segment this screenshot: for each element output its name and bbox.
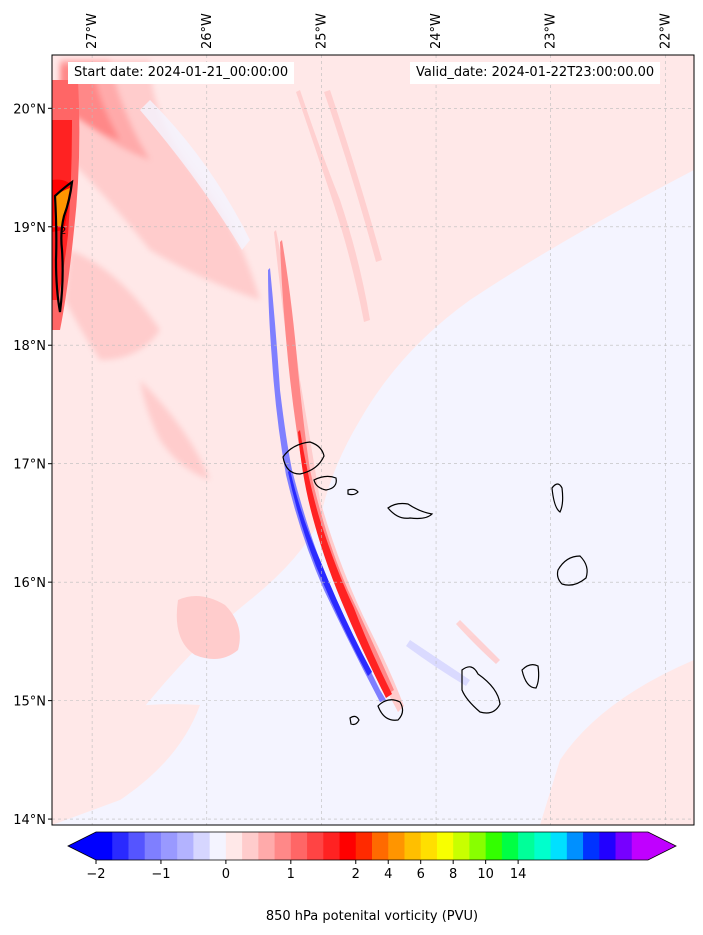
colorbar-tick-label: 10 bbox=[477, 867, 494, 882]
colorbar-segment bbox=[583, 832, 600, 860]
colorbar-segment bbox=[274, 832, 292, 860]
y-tick-label: 15°N bbox=[13, 695, 46, 710]
colorbar-segment bbox=[599, 832, 617, 860]
map-area: 2 bbox=[52, 55, 694, 825]
island-santiago bbox=[461, 666, 501, 714]
colorbar-segment bbox=[355, 832, 373, 860]
start-date-annotation: Start date: 2024-01-21_00:00:00 bbox=[68, 62, 295, 84]
colorbar-segment bbox=[501, 832, 519, 860]
island-santo-antao bbox=[282, 441, 325, 475]
map-frame bbox=[51, 54, 695, 826]
x-tick-label: 23°W bbox=[544, 13, 559, 49]
colorbar-segment bbox=[193, 832, 211, 860]
island-maio bbox=[521, 664, 540, 689]
colorbar-segment bbox=[258, 832, 276, 860]
colorbar-over-triangle bbox=[648, 832, 676, 860]
gridlines bbox=[52, 55, 694, 825]
colorbar-label: 850 hPa potenital vorticity (PVU) bbox=[266, 909, 478, 924]
y-tick-label: 14°N bbox=[13, 813, 46, 828]
colorbar-segment bbox=[388, 832, 405, 860]
island-fogo bbox=[377, 699, 404, 721]
pv-2-contour bbox=[53, 179, 74, 313]
colorbar-tick-label: 2 bbox=[352, 867, 360, 882]
x-tick-label: 27°W bbox=[85, 13, 100, 49]
colorbar-segment bbox=[160, 832, 178, 860]
x-tick-label: 24°W bbox=[429, 13, 444, 49]
colorbar-segment bbox=[469, 832, 487, 860]
colorbar-segment bbox=[339, 832, 357, 860]
colorbar-segment bbox=[307, 832, 324, 860]
coastlines bbox=[282, 441, 588, 726]
y-tick-label: 18°N bbox=[13, 339, 46, 354]
colorbar-segment bbox=[404, 832, 422, 860]
island-brava bbox=[349, 715, 360, 726]
y-tick-labels: 14°N 15°N 16°N 17°N 18°N 19°N 20°N bbox=[13, 102, 52, 828]
colorbar-tick-label: 1 bbox=[287, 867, 295, 882]
colorbar-under-triangle bbox=[68, 832, 96, 860]
valid-date-annotation: Valid_date: 2024-01-22T23:00:00.00 bbox=[410, 62, 661, 84]
island-sao-nicolau bbox=[387, 502, 434, 520]
south-west-positive-blob bbox=[176, 596, 240, 659]
colorbar-tick-label: −1 bbox=[151, 867, 170, 882]
north-west-pv-streaks bbox=[60, 60, 260, 480]
colorbar-tick-label: 14 bbox=[510, 867, 527, 882]
colorbar-segment bbox=[372, 832, 389, 860]
colorbar-segment bbox=[631, 832, 649, 860]
colorbar-segment bbox=[453, 832, 470, 860]
island-boa-vista bbox=[556, 555, 588, 586]
south-west-positive-patch bbox=[52, 704, 200, 825]
colorbar-tick-label: 0 bbox=[222, 867, 230, 882]
colorbar-segment bbox=[323, 832, 341, 860]
colorbar-segment bbox=[209, 832, 227, 860]
west-edge-pv-maximum: 2 bbox=[52, 80, 80, 330]
colorbar-tick-label: −2 bbox=[86, 867, 105, 882]
colorbar-segment bbox=[242, 832, 259, 860]
colorbar-tick-label: 4 bbox=[384, 867, 392, 882]
colorbar-segment bbox=[518, 832, 535, 860]
island-wake-streaks bbox=[268, 230, 404, 712]
island-sal bbox=[551, 483, 564, 513]
colorbar-segment bbox=[420, 832, 438, 860]
colorbar-segment bbox=[290, 832, 308, 860]
colorbar-segment bbox=[177, 832, 194, 860]
y-tick-label: 17°N bbox=[13, 458, 46, 473]
south-east-positive-patch bbox=[540, 660, 694, 825]
colorbar-segment bbox=[615, 832, 633, 860]
y-tick-label: 19°N bbox=[13, 221, 46, 236]
east-wake-streaks bbox=[296, 90, 500, 686]
colorbar-segment bbox=[485, 832, 503, 860]
island-sao-vicente bbox=[313, 475, 337, 491]
y-tick-label: 20°N bbox=[13, 102, 46, 117]
north-west-cold-band bbox=[140, 100, 250, 250]
colorbar-segment bbox=[225, 832, 243, 860]
colorbar-segment bbox=[534, 832, 552, 860]
x-tick-labels: 27°W 26°W 25°W 24°W 23°W 22°W bbox=[85, 13, 673, 49]
x-tick-label: 26°W bbox=[200, 13, 215, 49]
colorbar: −2 −1 0 1 2 4 6 8 10 14 bbox=[67, 831, 677, 882]
contour-label-2: 2 bbox=[60, 226, 66, 237]
x-tick-label: 25°W bbox=[314, 13, 329, 49]
y-tick-label: 16°N bbox=[13, 576, 46, 591]
colorbar-tick-label: 6 bbox=[417, 867, 425, 882]
x-tick-label: 22°W bbox=[658, 13, 673, 49]
colorbar-segment bbox=[436, 832, 454, 860]
colorbar-segment bbox=[566, 832, 584, 860]
colorbar-tick-label: 8 bbox=[449, 867, 457, 882]
colorbar-segment bbox=[144, 832, 162, 860]
colorbar-segment bbox=[112, 832, 129, 860]
colorbar-segment bbox=[128, 832, 146, 860]
colorbar-segment bbox=[550, 832, 568, 860]
colorbar-segment bbox=[96, 832, 113, 860]
island-santa-luzia bbox=[347, 488, 359, 496]
